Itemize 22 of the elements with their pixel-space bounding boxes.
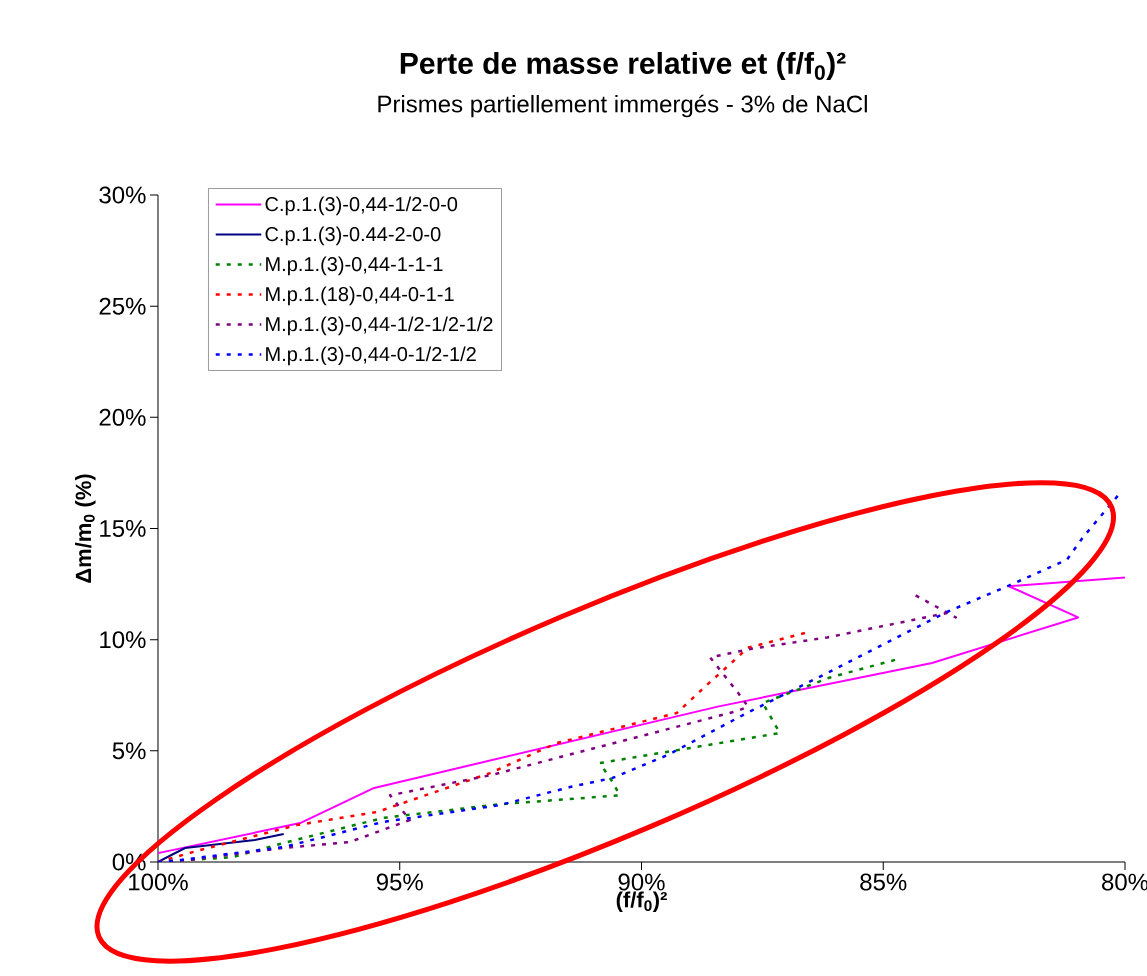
y-axis-title: Δm/m$_{0}$ (%) bbox=[75, 474, 96, 583]
y-tick-label: 20% bbox=[99, 408, 146, 426]
x-tick-label: 90% bbox=[618, 873, 665, 891]
y-tick-label: 5% bbox=[112, 742, 146, 760]
y-tick-label: 25% bbox=[99, 297, 146, 315]
y-tick-label: 10% bbox=[100, 631, 146, 649]
x-tick-label: 100% bbox=[129, 873, 188, 891]
line-series bbox=[157, 631, 807, 862]
chart-subtitle: Prismes partiellement immergés - 3% de NaCl bbox=[378, 94, 867, 118]
x-tick-label: 85% bbox=[860, 873, 907, 891]
legend-label: M.p.1.(3)-0,44-0-1/2-1/2 bbox=[266, 346, 476, 366]
chart-title: Perte de masse relative et (f/f$_{0}$)² bbox=[400, 51, 846, 80]
x-tick-label: 95% bbox=[376, 873, 423, 891]
legend-label: C.p.1.(3)-0.44-2-0-0 bbox=[265, 226, 441, 246]
y-tick-label: 30% bbox=[99, 186, 146, 204]
legend-label: M.p.1.(18)-0,44-0-1-1 bbox=[266, 286, 454, 306]
y-tick-label: 15% bbox=[100, 520, 146, 537]
line-series bbox=[157, 576, 1125, 855]
legend-label: C.p.1.(3)-0,44-1/2-0-0 bbox=[265, 196, 458, 216]
legend-label: M.p.1.(3)-0,44-1/2-1/2-1/2 bbox=[266, 316, 493, 336]
legend-label: M.p.1.(3)-0,44-1-1-1 bbox=[266, 256, 443, 276]
x-axis-title: (f/f$_{0}$)² bbox=[616, 891, 667, 912]
